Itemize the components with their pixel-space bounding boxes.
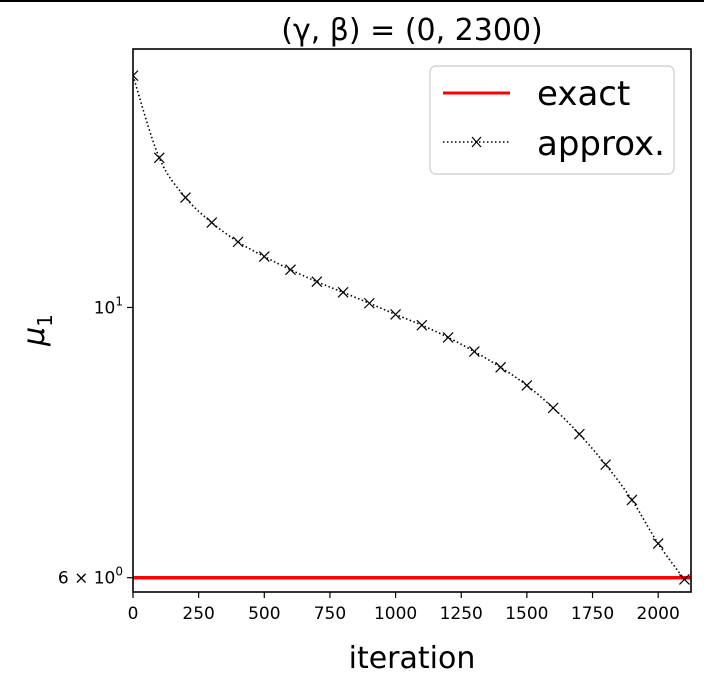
- x-tick-label: 1250: [440, 604, 483, 624]
- x-axis-label: iteration: [349, 641, 476, 676]
- approx-line: [133, 75, 686, 580]
- x-marker-icon: [416, 319, 428, 331]
- y-axis-label-text: μ1: [17, 314, 57, 347]
- x-tick-label: 2000: [637, 604, 680, 624]
- legend-x-marker-icon: [471, 136, 482, 148]
- series-approx: [133, 75, 686, 580]
- legend: exact approx.: [429, 65, 675, 175]
- x-tick-label: 500: [248, 604, 280, 624]
- x-marker-icon: [180, 192, 191, 203]
- x-marker-icon: [626, 494, 638, 506]
- x-tick-label: 1000: [374, 604, 417, 624]
- legend-item-approx: approx.: [443, 124, 665, 164]
- x-marker-icon: [206, 217, 218, 229]
- top-border-line: [0, 0, 704, 2]
- x-marker-icon: [337, 286, 349, 298]
- x-marker-icon: [390, 308, 402, 320]
- x-marker-icon: [133, 70, 139, 82]
- y-tick-label: 101: [94, 294, 123, 318]
- y-tick-label: 6 × 100: [58, 565, 123, 589]
- x-tick-label: 1750: [571, 604, 614, 624]
- x-marker-icon: [285, 264, 296, 276]
- x-marker-icon: [547, 402, 559, 414]
- x-marker-icon: [573, 428, 585, 440]
- chart-title-text: (γ, β) = (0, 2300): [281, 13, 543, 48]
- x-axis-ticks: 0 250 500 750 1000 1250 1500 1750 2000: [128, 592, 680, 624]
- y-axis-ticks: 101 6 × 100: [58, 294, 133, 589]
- x-marker-icon: [495, 361, 507, 373]
- approx-markers: [133, 70, 690, 585]
- x-marker-icon: [600, 459, 612, 471]
- x-marker-icon: [232, 236, 244, 248]
- x-marker-icon: [679, 574, 690, 585]
- x-marker-icon: [363, 297, 375, 309]
- x-marker-icon: [153, 152, 165, 164]
- x-marker-icon: [311, 276, 323, 288]
- x-tick-label: 0: [128, 604, 139, 624]
- x-marker-icon: [652, 538, 664, 549]
- legend-label-exact: exact: [537, 74, 630, 114]
- plot-area: [133, 70, 691, 585]
- legend-label-approx: approx.: [537, 124, 665, 164]
- legend-item-exact: exact: [443, 74, 630, 114]
- x-tick-label: 1500: [505, 604, 548, 624]
- plot-frame: [132, 48, 692, 593]
- x-marker-icon: [468, 346, 480, 358]
- x-tick-label: 750: [314, 604, 346, 624]
- chart-title: (γ, β) = (0, 2300): [281, 13, 543, 48]
- x-tick-label: 250: [182, 604, 214, 624]
- x-marker-icon: [521, 379, 533, 391]
- y-axis-label: μ1: [17, 314, 57, 347]
- x-marker-icon: [442, 331, 454, 343]
- x-marker-icon: [258, 251, 270, 262]
